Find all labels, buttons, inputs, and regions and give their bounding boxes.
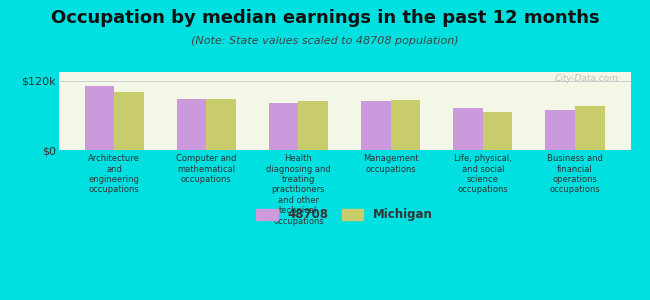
Bar (114, 92, 144, 150)
Bar (453, 108, 483, 150)
Bar (269, 103, 298, 150)
Bar (177, 99, 206, 150)
Bar (206, 99, 236, 150)
Bar (545, 110, 575, 150)
Text: Occupation by median earnings in the past 12 months: Occupation by median earnings in the pas… (51, 9, 599, 27)
Bar (298, 101, 328, 150)
Bar (361, 101, 391, 150)
Text: City-Data.com: City-Data.com (555, 74, 619, 83)
Bar (84, 86, 114, 150)
Legend: 48708, Michigan: 48708, Michigan (252, 204, 437, 226)
Bar (575, 106, 604, 150)
Bar (483, 112, 512, 150)
Text: (Note: State values scaled to 48708 population): (Note: State values scaled to 48708 popu… (191, 36, 459, 46)
Bar (391, 100, 420, 150)
